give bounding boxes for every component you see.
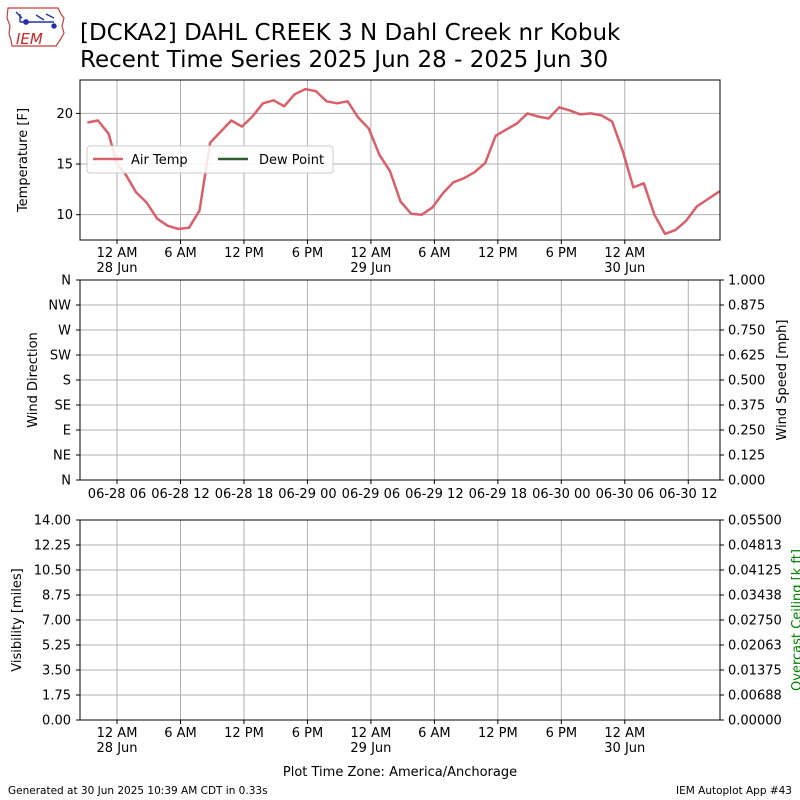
y-right-tick-label: 0.125 — [728, 449, 765, 464]
y-tick-label: W — [58, 324, 71, 339]
x-tick-label: 06-28 12 — [151, 487, 209, 502]
y-right-tick-label: 1.000 — [728, 274, 765, 289]
legend-box — [86, 145, 334, 174]
y-tick-label: SW — [50, 349, 71, 364]
x-tick-label: 12 AM — [97, 246, 138, 261]
y-right-axis-label: Wind Speed [mph] — [775, 320, 790, 441]
y-tick-label: S — [63, 374, 71, 389]
y-tick-label: 14.00 — [34, 514, 71, 529]
x-tick-label: 06-28 06 — [88, 487, 146, 502]
y-right-tick-label: 0.02750 — [728, 614, 782, 629]
y-right-tick-label: 0.000 — [728, 474, 765, 489]
x-tick-label: 06-29 00 — [278, 487, 336, 502]
y-tick-label: 10.50 — [34, 564, 71, 579]
y-tick-label: 3.50 — [42, 664, 71, 679]
iem-logo: IEM — [6, 7, 65, 48]
x-tick-label: 6 PM — [292, 246, 323, 261]
wind-panel: N 0.000 NE 0.125 E 0.250 SE 0.375 S 0.500 SW 0.625 W… — [26, 274, 790, 503]
legend-dew-point-label: Dew Point — [259, 153, 324, 168]
generated-footer: Generated at 30 Jun 2025 10:39 AM CDT in… — [8, 785, 268, 797]
chart-title-line2: Recent Time Series 2025 Jun 28 - 2025 Ju… — [80, 47, 608, 73]
x-tick-label: 12 AM — [604, 246, 645, 261]
x-tick-date-label: 28 Jun — [97, 741, 138, 756]
y-axis-label: Wind Direction — [26, 332, 41, 428]
y-right-tick-label: 0.02063 — [728, 639, 782, 654]
x-axis-label: Plot Time Zone: America/Anchorage — [283, 765, 517, 780]
x-tick-label: 12 PM — [478, 726, 518, 741]
y-right-tick-label: 0.750 — [728, 324, 765, 339]
x-tick-label: 06-30 00 — [532, 487, 590, 502]
weather-station-icon — [15, 11, 57, 29]
x-tick-label: 6 AM — [164, 726, 197, 741]
x-tick-label: 12 PM — [478, 246, 518, 261]
y-right-tick-label: 0.04813 — [728, 539, 782, 554]
y-tick-label: SE — [55, 399, 71, 414]
x-tick-label: 6 PM — [292, 726, 323, 741]
x-tick-date-label: 30 Jun — [604, 741, 645, 756]
x-tick-label: 12 AM — [97, 726, 138, 741]
x-tick-label: 12 PM — [224, 246, 264, 261]
y-tick-label: 12.25 — [34, 539, 71, 554]
x-tick-label: 06-30 06 — [596, 487, 654, 502]
x-tick-date-label: 30 Jun — [604, 261, 645, 276]
y-right-tick-label: 0.875 — [728, 299, 765, 314]
app-footer: IEM Autoplot App #43 — [676, 785, 792, 797]
y-axis-label: Temperature [F] — [16, 108, 31, 213]
x-tick-date-label: 29 Jun — [350, 261, 391, 276]
y-tick-label: 5.25 — [42, 639, 71, 654]
legend: Air Temp Dew Point — [86, 145, 334, 174]
y-right-tick-label: 0.04125 — [728, 564, 782, 579]
x-tick-label: 06-30 12 — [659, 487, 717, 502]
y-right-tick-label: 0.625 — [728, 349, 765, 364]
x-tick-label: 6 PM — [546, 246, 577, 261]
y-tick-label: NW — [48, 299, 71, 314]
x-tick-label: 06-28 18 — [215, 487, 273, 502]
y-right-tick-label: 0.250 — [728, 424, 765, 439]
y-tick-label: 7.00 — [42, 614, 71, 629]
x-tick-label: 06-29 06 — [342, 487, 400, 502]
y-axis-label: Visibility [miles] — [10, 568, 25, 671]
y-tick-label: N — [61, 474, 71, 489]
x-tick-label: 06-29 12 — [405, 487, 463, 502]
x-tick-label: 12 AM — [604, 726, 645, 741]
x-tick-date-label: 28 Jun — [97, 261, 138, 276]
logo-text: IEM — [16, 30, 43, 48]
y-right-tick-label: 0.00000 — [728, 714, 782, 729]
x-tick-label: 6 AM — [418, 246, 451, 261]
air-temp-line — [87, 87, 720, 236]
y-tick-label: 1.75 — [42, 689, 71, 704]
plot-frame — [79, 519, 721, 721]
y-tick-label: E — [63, 424, 71, 439]
y-right-tick-label: 0.00688 — [728, 689, 782, 704]
y-right-tick-label: 0.05500 — [728, 514, 782, 529]
y-tick-label: 20 — [56, 107, 73, 122]
x-tick-label: 6 AM — [164, 246, 197, 261]
y-tick-label: 0.00 — [42, 714, 71, 729]
x-tick-label: 12 AM — [351, 246, 392, 261]
plot-frame — [79, 79, 721, 241]
x-tick-label: 12 PM — [224, 726, 264, 741]
plot-frame — [79, 279, 721, 481]
y-tick-label: NE — [53, 449, 71, 464]
x-tick-label: 6 PM — [546, 726, 577, 741]
x-tick-label: 6 AM — [418, 726, 451, 741]
y-tick-label: 15 — [56, 158, 73, 173]
y-right-tick-label: 0.375 — [728, 399, 765, 414]
y-right-tick-label: 0.500 — [728, 374, 765, 389]
y-tick-label: 10 — [56, 208, 73, 223]
y-tick-label: 8.75 — [42, 589, 71, 604]
chart-title-line1: [DCKA2] DAHL CREEK 3 N Dahl Creek nr Kob… — [80, 20, 621, 46]
x-tick-date-label: 29 Jun — [350, 741, 391, 756]
y-tick-label: N — [61, 274, 71, 289]
legend-air-temp-label: Air Temp — [131, 153, 188, 168]
x-tick-label: 12 AM — [351, 726, 392, 741]
y-right-tick-label: 0.03438 — [728, 589, 782, 604]
y-right-tick-label: 0.01375 — [728, 664, 782, 679]
y-right-axis-label: Overcast Ceiling [k ft] — [790, 549, 800, 691]
x-tick-label: 06-29 18 — [469, 487, 527, 502]
